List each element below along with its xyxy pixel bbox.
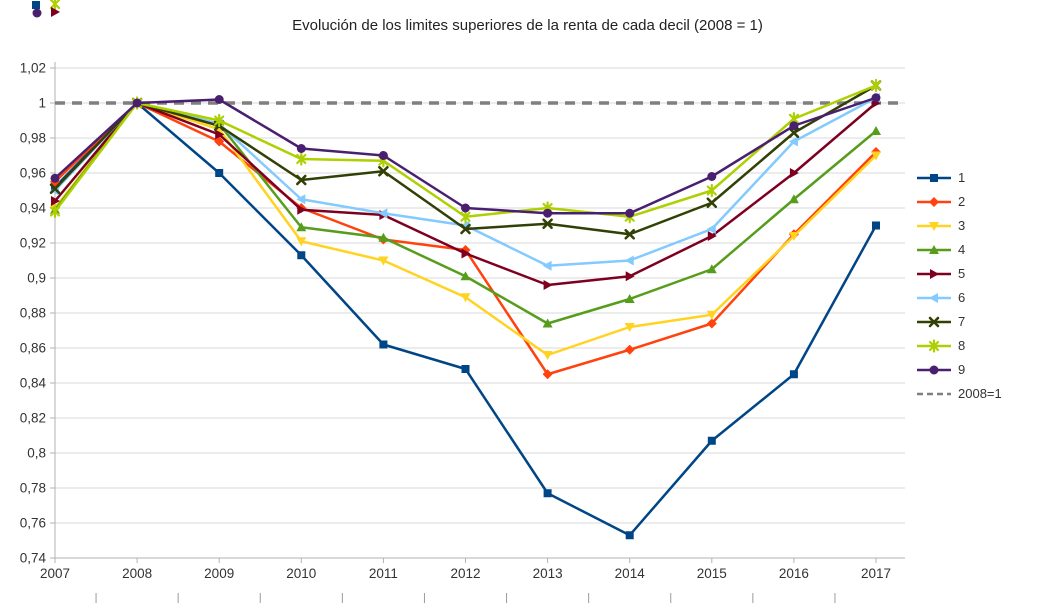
svg-text:0,74: 0,74: [20, 551, 47, 566]
legend-key-icon: [917, 316, 951, 327]
svg-text:0,96: 0,96: [20, 166, 46, 181]
svg-text:2015: 2015: [697, 566, 727, 581]
svg-text:2017: 2017: [861, 566, 891, 581]
legend-label: 2008=1: [958, 386, 1002, 401]
svg-text:2010: 2010: [286, 566, 316, 581]
chart-title: Evolución de los limites superiores de l…: [292, 17, 763, 34]
legend-label: 3: [958, 218, 966, 233]
svg-text:0,92: 0,92: [20, 236, 46, 251]
legend-item-2: 2: [916, 190, 1002, 213]
legend-key-icon: [917, 365, 951, 374]
svg-text:0,86: 0,86: [20, 341, 46, 356]
svg-text:2012: 2012: [450, 566, 480, 581]
legend-label: 5: [958, 266, 966, 281]
svg-text:0,78: 0,78: [20, 481, 46, 496]
legend-item-9: 9: [916, 358, 1002, 381]
legend-label: 2: [958, 194, 966, 209]
legend-item-2008=1: 2008=1: [916, 382, 1002, 405]
svg-text:1: 1: [38, 96, 46, 111]
legend-key-icon: [917, 244, 951, 254]
svg-text:0,76: 0,76: [20, 516, 46, 531]
svg-text:0,98: 0,98: [20, 131, 46, 146]
svg-text:0,9: 0,9: [27, 271, 46, 286]
svg-text:0,84: 0,84: [20, 376, 47, 391]
svg-text:0,94: 0,94: [20, 201, 47, 216]
legend-item-5: 5: [916, 262, 1002, 285]
legend-key-icon: [917, 338, 951, 353]
legend-item-7: 7: [916, 310, 1002, 333]
svg-text:2007: 2007: [40, 566, 70, 581]
legend-item-4: 4: [916, 238, 1002, 261]
legend-item-6: 6: [916, 286, 1002, 309]
legend-label: 4: [958, 242, 966, 257]
legend-label: 7: [958, 314, 966, 329]
legend-item-3: 3: [916, 214, 1002, 237]
svg-text:2013: 2013: [533, 566, 563, 581]
legend: 1 2 3 4: [916, 166, 1002, 405]
legend-key-icon: [917, 221, 951, 231]
legend-key-icon: [917, 268, 951, 279]
svg-text:2008: 2008: [122, 566, 152, 581]
legend-key-icon: [917, 196, 951, 207]
svg-text:0,88: 0,88: [20, 306, 46, 321]
legend-item-8: 8: [916, 334, 1002, 357]
svg-text:2009: 2009: [204, 566, 234, 581]
legend-key-icon: [917, 173, 951, 182]
legend-label: 9: [958, 362, 966, 377]
svg-text:2014: 2014: [615, 566, 646, 581]
legend-key-icon: [917, 292, 951, 303]
svg-text:2011: 2011: [369, 566, 398, 581]
legend-label: 1: [958, 170, 966, 185]
legend-key-icon: [917, 392, 951, 395]
legend-label: 8: [958, 338, 966, 353]
legend-label: 6: [958, 290, 966, 305]
svg-text:0,82: 0,82: [20, 411, 46, 426]
svg-text:1,02: 1,02: [20, 61, 46, 76]
legend-item-1: 1: [916, 166, 1002, 189]
svg-text:0,8: 0,8: [27, 446, 46, 461]
svg-text:2016: 2016: [779, 566, 809, 581]
